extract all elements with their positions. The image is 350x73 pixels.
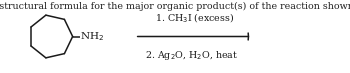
Text: Draw a structural formula for the major organic product(s) of the reaction shown: Draw a structural formula for the major … xyxy=(0,1,350,11)
Text: 2. Ag$_2$O, H$_2$O, heat: 2. Ag$_2$O, H$_2$O, heat xyxy=(145,49,238,62)
Text: NH$_2$: NH$_2$ xyxy=(80,30,104,43)
Text: 1. CH$_3$I (excess): 1. CH$_3$I (excess) xyxy=(155,11,234,24)
